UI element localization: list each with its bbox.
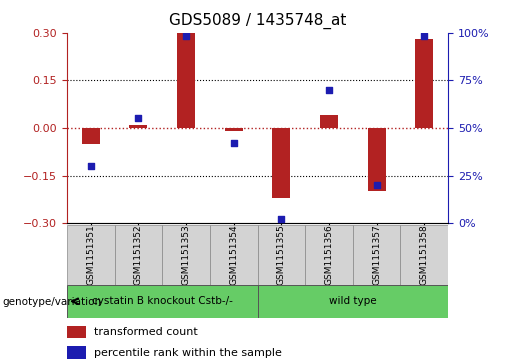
Text: GSM1151357: GSM1151357 — [372, 225, 381, 285]
Bar — [67, 326, 86, 338]
Text: GSM1151352: GSM1151352 — [134, 225, 143, 285]
FancyBboxPatch shape — [210, 225, 258, 285]
Point — [182, 33, 190, 39]
Point — [87, 163, 95, 169]
Bar — [415, 39, 433, 128]
Point — [230, 140, 238, 146]
FancyBboxPatch shape — [258, 225, 305, 285]
Point — [325, 87, 333, 93]
Point — [420, 33, 428, 39]
Text: genotype/variation: genotype/variation — [3, 297, 101, 307]
Text: wild type: wild type — [329, 296, 376, 306]
FancyBboxPatch shape — [305, 225, 353, 285]
FancyBboxPatch shape — [114, 225, 162, 285]
Text: GDS5089 / 1435748_at: GDS5089 / 1435748_at — [169, 13, 346, 29]
Text: GSM1151355: GSM1151355 — [277, 225, 286, 285]
Bar — [177, 33, 195, 128]
Text: percentile rank within the sample: percentile rank within the sample — [94, 347, 282, 358]
Bar — [82, 128, 100, 144]
FancyBboxPatch shape — [67, 225, 114, 285]
Bar — [272, 128, 290, 198]
Text: GSM1151353: GSM1151353 — [182, 225, 191, 285]
Bar — [225, 128, 243, 131]
FancyBboxPatch shape — [162, 225, 210, 285]
Text: GSM1151356: GSM1151356 — [324, 225, 333, 285]
Point — [134, 115, 143, 121]
Bar — [67, 346, 86, 359]
FancyBboxPatch shape — [67, 285, 258, 318]
Text: GSM1151351: GSM1151351 — [87, 225, 95, 285]
Text: GSM1151358: GSM1151358 — [420, 225, 428, 285]
Bar — [320, 115, 338, 128]
Point — [277, 216, 285, 222]
Point — [372, 182, 381, 188]
Bar — [129, 125, 147, 128]
FancyBboxPatch shape — [258, 285, 448, 318]
Text: cystatin B knockout Cstb-/-: cystatin B knockout Cstb-/- — [92, 296, 233, 306]
FancyBboxPatch shape — [401, 225, 448, 285]
Text: transformed count: transformed count — [94, 327, 197, 337]
FancyBboxPatch shape — [353, 225, 401, 285]
Bar — [368, 128, 386, 192]
Text: GSM1151354: GSM1151354 — [229, 225, 238, 285]
